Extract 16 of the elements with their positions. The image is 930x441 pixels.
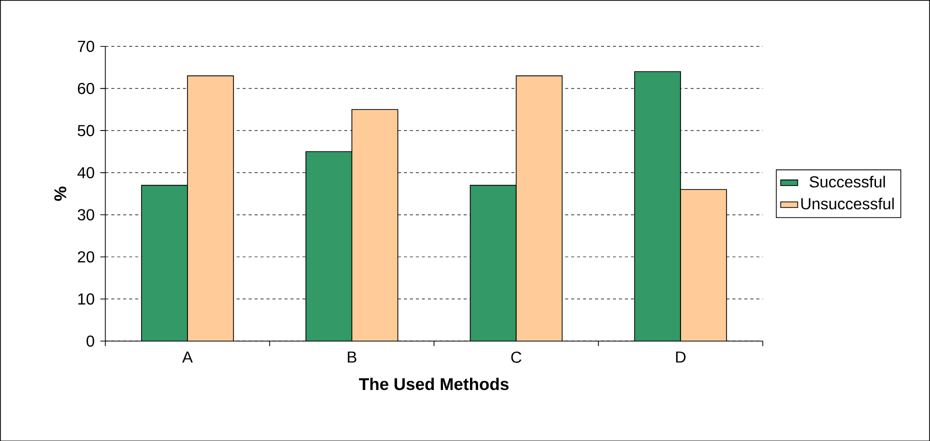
x-tick-label: C: [511, 351, 522, 363]
y-tick-label: 30: [78, 208, 94, 220]
y-tick-label: 70: [78, 40, 94, 52]
x-axis-title: The Used Methods: [359, 377, 509, 390]
legend-label: Successful: [810, 176, 885, 188]
y-tick-label: 10: [78, 293, 94, 304]
y-tick-label: 60: [78, 82, 94, 94]
y-tick-label: 0: [86, 335, 94, 347]
x-tick-label: B: [348, 351, 356, 362]
y-tick-label: 40: [77, 166, 94, 178]
y-tick-label: 20: [78, 251, 94, 262]
y-axis-title: %: [54, 186, 66, 201]
y-tick-label: 50: [78, 124, 94, 136]
x-tick-label: A: [182, 351, 193, 362]
x-tick-label: D: [676, 351, 686, 362]
legend-label: Unsuccessful: [801, 198, 894, 210]
